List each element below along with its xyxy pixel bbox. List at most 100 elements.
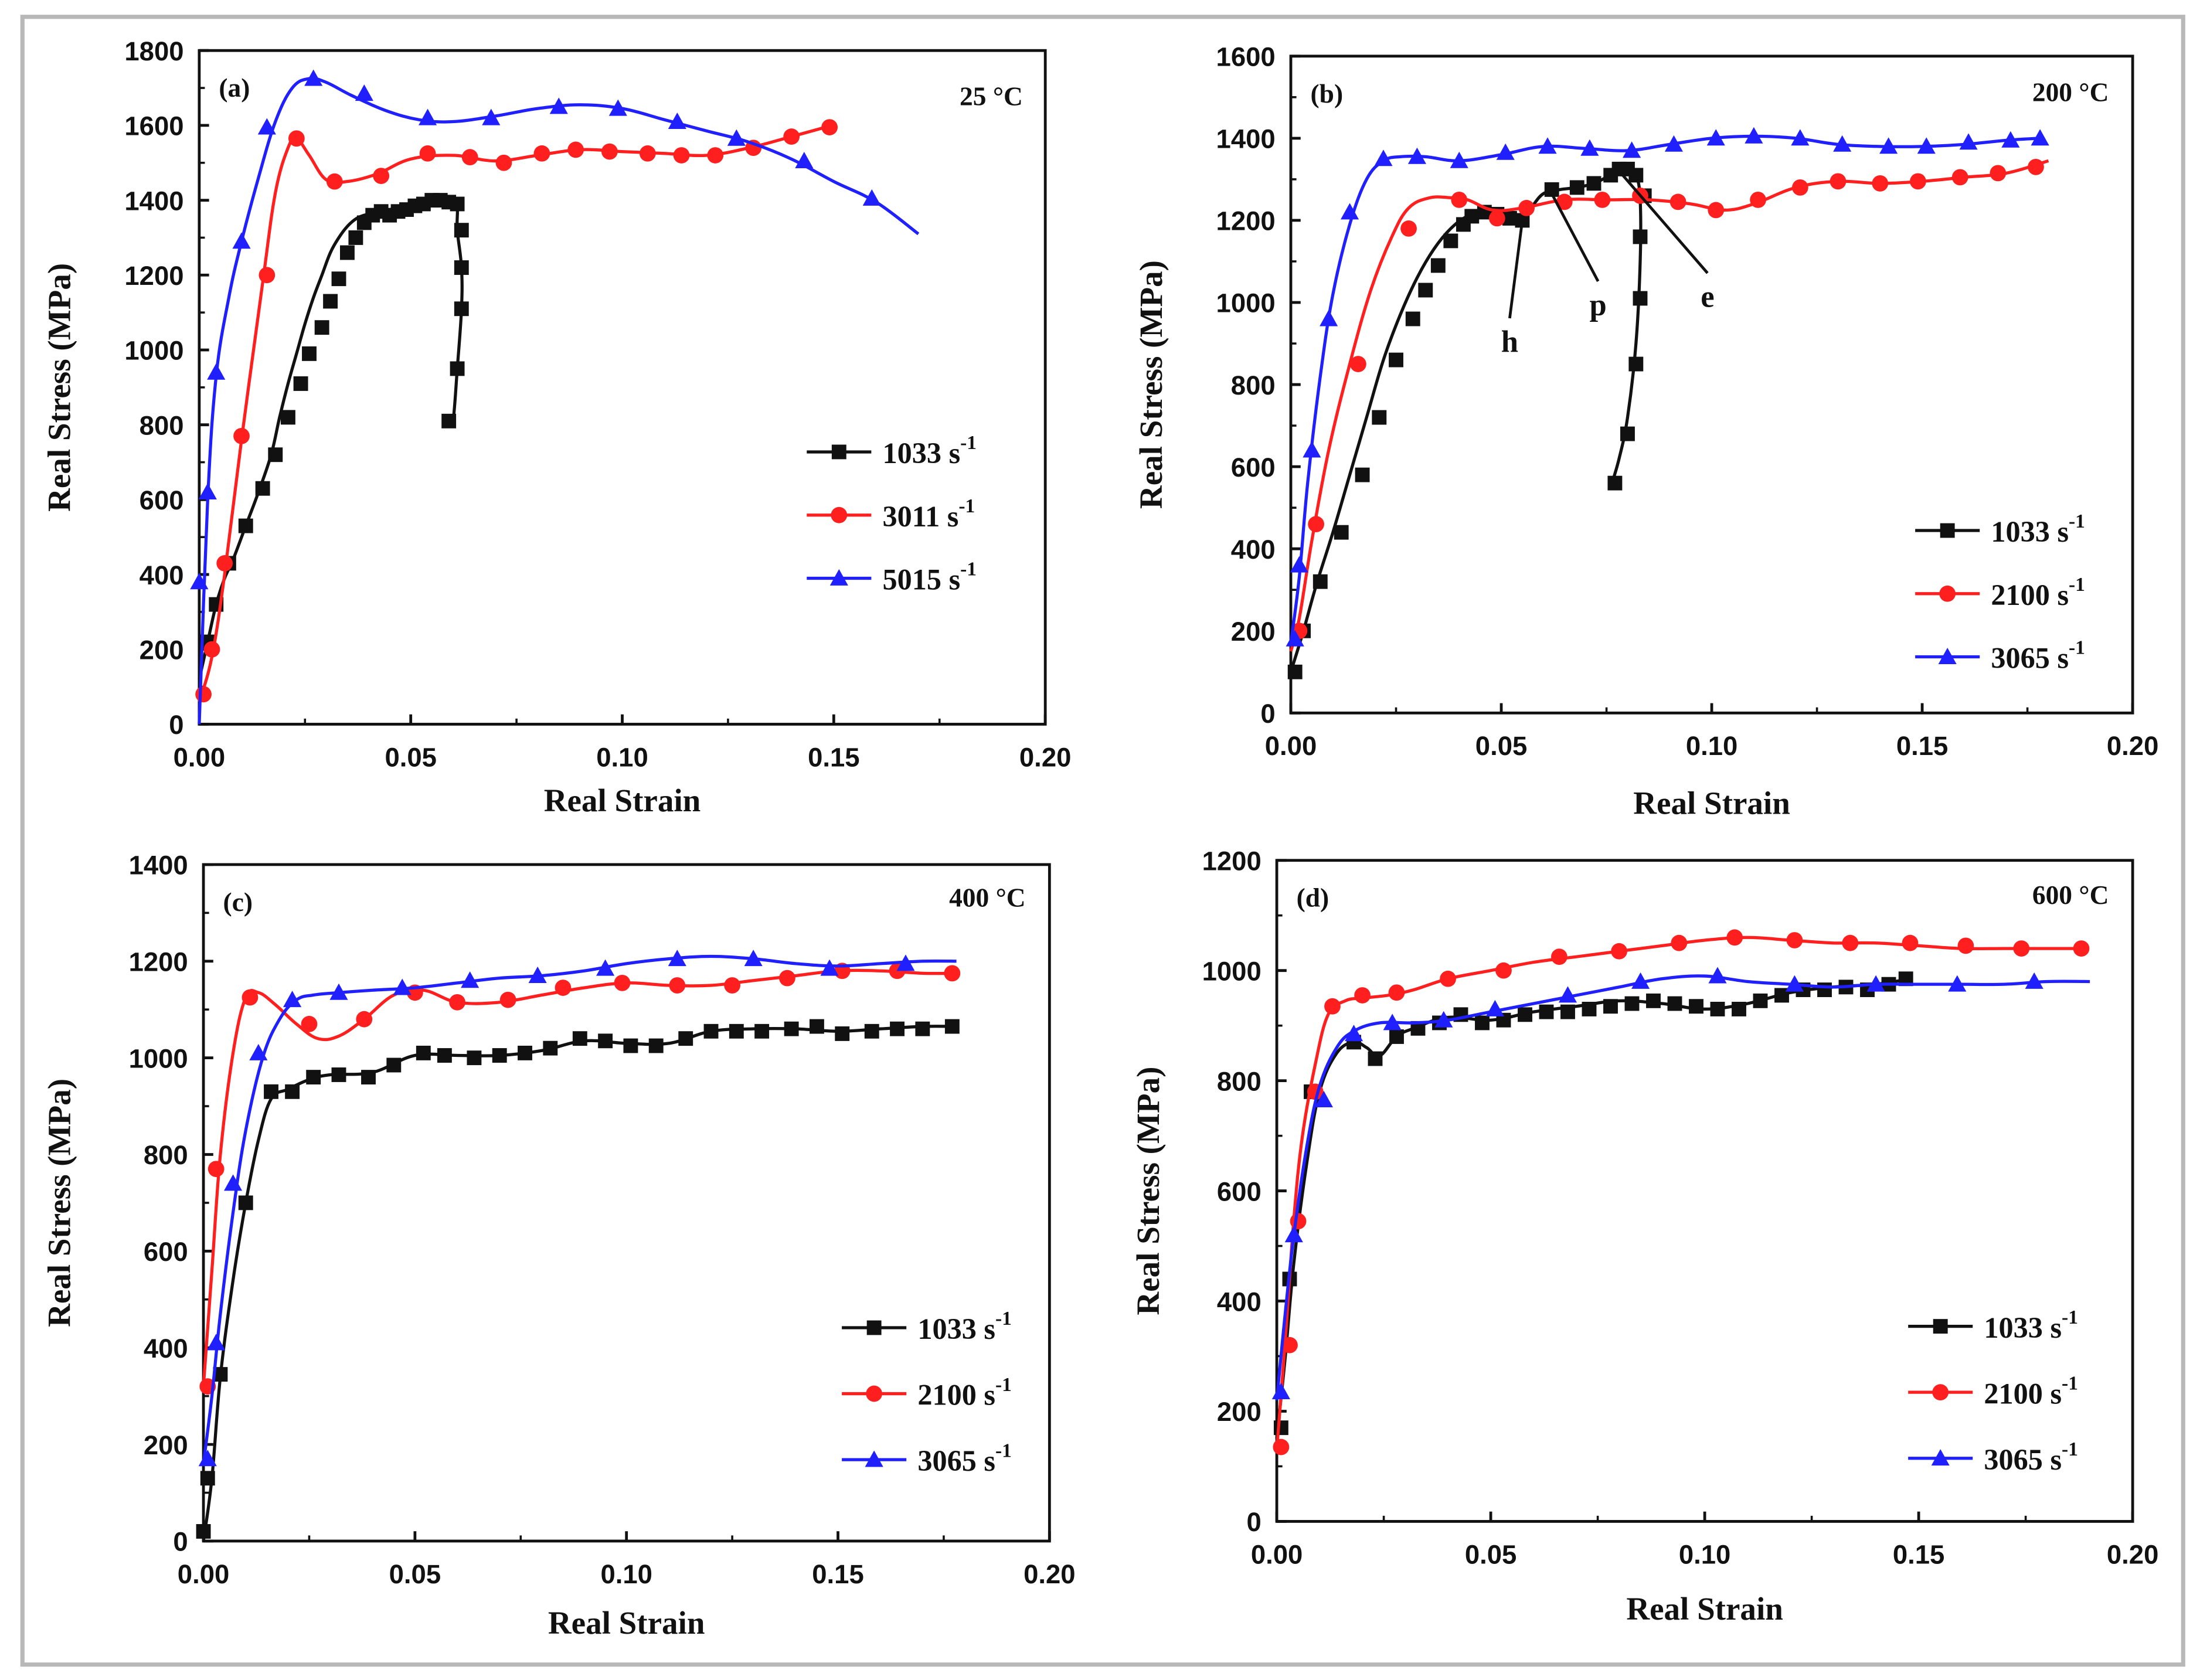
legend-exponent: -1 (995, 1374, 1012, 1396)
legend-entry: 1033 s-1 (842, 1308, 1012, 1345)
data-point (288, 130, 305, 147)
data-point (1312, 574, 1328, 589)
data-point (1948, 975, 1967, 992)
data-point (203, 641, 220, 658)
data-point (1434, 1011, 1453, 1028)
data-point (1464, 209, 1480, 224)
data-point (238, 518, 253, 533)
y-tick-label: 600 (144, 1237, 188, 1267)
y-tick-label: 400 (1231, 535, 1276, 564)
data-point (1383, 1014, 1402, 1031)
data-point (257, 118, 276, 135)
data-point (216, 555, 233, 572)
legend-marker (866, 1385, 883, 1402)
data-point (608, 99, 627, 116)
data-point (1879, 137, 1898, 154)
data-point (890, 1021, 905, 1036)
data-point (198, 1450, 217, 1467)
temperature-label: 200 °C (2032, 77, 2109, 107)
legend-rate: 1033 s (917, 1312, 995, 1345)
data-point (314, 320, 329, 335)
data-point (601, 143, 618, 160)
data-point (1786, 932, 1803, 948)
data-point (454, 301, 469, 317)
data-point (1710, 1002, 1725, 1016)
data-point (1443, 233, 1458, 249)
data-point (1340, 203, 1359, 220)
data-point (1475, 1015, 1490, 1031)
data-point (1671, 934, 1688, 951)
data-point (393, 978, 412, 995)
panel-b: 0.00 0.05 0.10 0.15 0.20 0 200 400 600 800 1000 120… (1133, 42, 2159, 821)
data-point (416, 1045, 431, 1060)
y-tick-label: 200 (1217, 1397, 1261, 1427)
data-point (386, 1057, 402, 1073)
data-point (1488, 210, 1505, 227)
data-point (323, 294, 338, 309)
data-point (1990, 165, 2007, 182)
data-point (572, 1031, 587, 1046)
data-point (437, 1048, 452, 1063)
data-point (1830, 173, 1847, 190)
x-tick-label: 0.10 (1679, 1539, 1730, 1569)
data-point (232, 232, 251, 249)
data-point (598, 1033, 613, 1049)
temperature-label: 400 °C (949, 883, 1026, 913)
legend-entry: 2100 s-1 (842, 1374, 1012, 1412)
data-point (293, 376, 308, 391)
data-point (283, 991, 302, 1008)
data-point (896, 954, 915, 971)
data-point (1495, 962, 1512, 979)
annotation-e: e (1618, 170, 1715, 314)
data-point (1753, 993, 1768, 1008)
legend-marker (865, 1450, 883, 1467)
legend-label: 3011 s-1 (883, 495, 975, 533)
series-line (1289, 134, 2041, 644)
data-point (1917, 137, 1936, 154)
x-tick-label: 0.05 (1475, 731, 1527, 761)
data-point (1745, 127, 1763, 144)
data-point (707, 147, 724, 164)
data-point (1558, 986, 1577, 1003)
series-3065 (1286, 127, 2049, 647)
data-point (703, 1023, 719, 1039)
x-axis-title: Real Strain (1626, 1591, 1783, 1627)
data-point (1355, 467, 1370, 482)
data-point (1708, 967, 1727, 984)
legend-exponent: -1 (2062, 1438, 2078, 1460)
y-tick-label: 200 (1231, 617, 1276, 647)
y-tick-label: 800 (1231, 370, 1276, 400)
data-point (1631, 972, 1650, 989)
legend-rate: 5015 s (883, 563, 961, 596)
data-point (1350, 356, 1366, 372)
data-point (783, 128, 800, 145)
legend-label: 3065 s-1 (917, 1440, 1012, 1477)
data-point (673, 147, 690, 164)
data-point (242, 989, 259, 1006)
data-point (259, 267, 276, 284)
plot-frame (1289, 55, 2134, 715)
data-point (567, 141, 584, 158)
data-point (495, 154, 512, 171)
data-point (499, 991, 516, 1008)
y-tick-label: 800 (140, 410, 184, 440)
data-point (1910, 173, 1926, 190)
legend-entry: 1033 s-1 (1915, 511, 2085, 548)
data-point (285, 1084, 300, 1099)
data-point (1344, 1025, 1363, 1042)
x-tick-label: 0.05 (389, 1559, 441, 1589)
data-point (1732, 1002, 1746, 1016)
x-tick-label: 0.00 (174, 742, 225, 772)
legend-label: 3065 s-1 (1991, 637, 2085, 675)
legend-label: 1033 s-1 (883, 432, 977, 470)
data-point (454, 223, 469, 238)
data-point (207, 1334, 226, 1351)
x-tick-label: 0.15 (812, 1559, 863, 1589)
data-point (1708, 202, 1725, 219)
data-point (450, 196, 465, 212)
data-point (1287, 664, 1303, 679)
data-point (304, 69, 323, 86)
data-point (1580, 139, 1599, 156)
data-point (614, 974, 631, 991)
data-point (482, 108, 501, 125)
